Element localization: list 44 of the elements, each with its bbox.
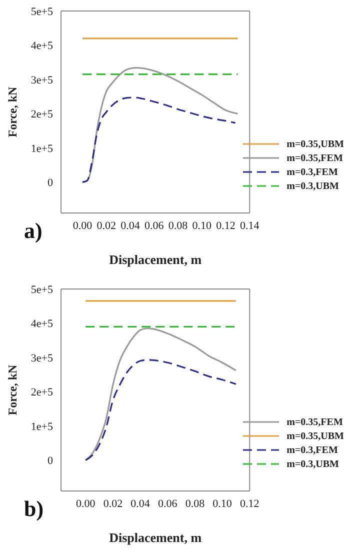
x-tick-label: 0.04 [130,498,150,510]
x-axis-title: Displacement, m [109,252,202,267]
y-tick-label: 1e+5 [30,420,54,433]
y-tick-label: 3e+5 [30,352,54,364]
x-axis-title: Displacement, m [109,530,202,545]
legend-label: m=0.35,UBM [286,138,344,150]
x-tick-label: 0.10 [212,498,232,510]
x-tick-label: 0.12 [240,498,260,510]
y-axis-title: Force, kN [5,364,20,416]
x-tick-label: 0.00 [76,498,96,510]
y-tick-label: 5e+5 [30,6,54,18]
y-tick-label: 4e+5 [30,40,54,52]
y-axis-title: Force, kN [5,86,20,138]
x-tick-label: 0.14 [240,220,260,232]
y-tick-label: 0 [48,177,54,190]
x-tick-label: 0.02 [96,220,116,232]
y-tick-label: 1e+5 [30,142,54,155]
y-tick-label: 5e+5 [30,284,54,296]
x-tick-label: 0.08 [185,498,206,510]
text: b) [24,496,44,522]
x-tick-label: 0.08 [168,220,188,232]
x-tick-label: 0.06 [144,220,164,232]
text: a) [24,218,42,244]
line-series [82,96,236,183]
legend-label: m=0.35,FEM [286,152,343,164]
y-tick-label: 2e+5 [30,386,54,399]
legend-label: m=0.35,FEM [286,416,343,428]
x-tick-label: 0.00 [72,220,93,232]
x-tick-label: 0.04 [120,220,140,232]
x-tick-label: 0.12 [216,220,236,232]
y-tick-label: 0 [48,455,54,468]
y-tick-label: 2e+5 [30,108,54,121]
x-tick-label: 0.06 [158,498,178,510]
line-series [84,328,237,461]
legend-label: m=0.3,UBM [286,458,339,470]
x-tick-label: 0.02 [103,498,123,510]
y-tick-label: 3e+5 [30,74,54,86]
legend-label: m=0.35,UBM [286,430,344,442]
x-tick-label: 0.10 [192,220,212,232]
line-series [84,359,237,461]
legend-label: m=0.3,UBM [286,180,339,192]
legend-label: m=0.3,FEM [286,444,338,456]
y-tick-label: 4e+5 [30,318,54,330]
legend-label: m=0.3,FEM [286,166,338,178]
